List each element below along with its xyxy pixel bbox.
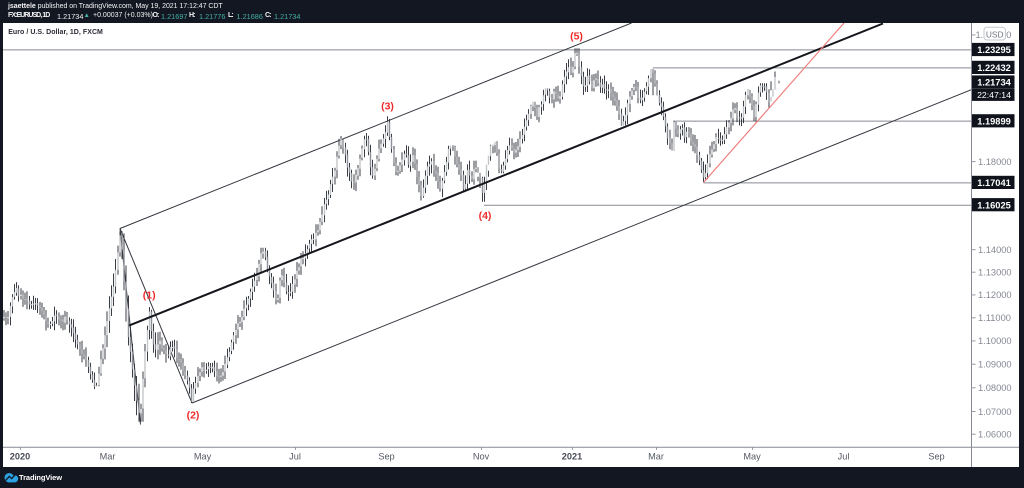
svg-text:(2): (2)	[187, 409, 200, 421]
svg-text:1.09000: 1.09000	[978, 360, 1012, 370]
svg-text:1.17041: 1.17041	[977, 178, 1011, 188]
svg-text:(4): (4)	[479, 210, 492, 222]
svg-text:Mar: Mar	[100, 452, 116, 462]
svg-text:1.22432: 1.22432	[977, 63, 1011, 73]
svg-text:1.21734: 1.21734	[977, 78, 1011, 88]
svg-text:May: May	[743, 452, 761, 462]
svg-text:2021: 2021	[562, 452, 582, 462]
svg-text:1.11000: 1.11000	[978, 313, 1011, 323]
svg-text:1.18000: 1.18000	[978, 157, 1012, 167]
svg-text:Sep: Sep	[378, 452, 394, 462]
svg-text:Sep: Sep	[928, 452, 944, 462]
svg-text:USD: USD	[986, 30, 1004, 40]
svg-text:1.12000: 1.12000	[978, 290, 1012, 300]
svg-text:1.: 1.	[976, 30, 984, 40]
svg-text:1.23295: 1.23295	[977, 45, 1011, 55]
svg-text:(5): (5)	[570, 30, 583, 42]
svg-text:1.14000: 1.14000	[978, 245, 1012, 255]
svg-text:1.06000: 1.06000	[978, 430, 1012, 440]
svg-text:1.19899: 1.19899	[977, 116, 1011, 126]
svg-text:0: 0	[1006, 30, 1011, 40]
svg-text:1.08000: 1.08000	[978, 383, 1012, 393]
svg-text:May: May	[194, 452, 212, 462]
svg-text:Jul: Jul	[838, 452, 850, 462]
svg-text:1.10000: 1.10000	[978, 336, 1012, 346]
svg-text:1.13000: 1.13000	[978, 268, 1012, 278]
svg-text:(3): (3)	[381, 100, 394, 112]
svg-text:Mar: Mar	[648, 452, 664, 462]
svg-text:(1): (1)	[143, 290, 156, 302]
svg-text:22:47:14: 22:47:14	[977, 90, 1011, 100]
svg-text:2020: 2020	[10, 452, 30, 462]
svg-text:Nov: Nov	[473, 452, 490, 462]
svg-text:Jul: Jul	[289, 452, 301, 462]
svg-text:1.16025: 1.16025	[977, 200, 1011, 210]
svg-text:1.07000: 1.07000	[978, 407, 1012, 417]
